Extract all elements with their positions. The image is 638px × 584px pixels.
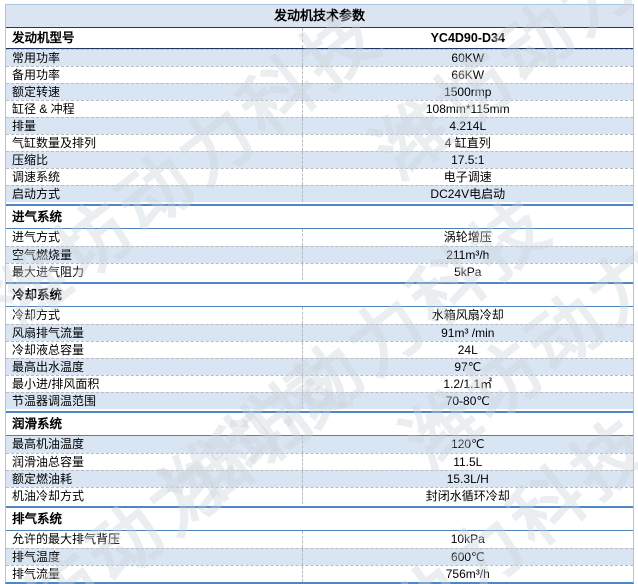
- spec-row: 冷却液总容量 24L: [6, 341, 633, 358]
- spec-value-cell: 5kPa: [454, 265, 482, 279]
- spec-label-cell: 风扇排气流量: [6, 325, 303, 341]
- spec-row: 冷却方式 水箱风扇冷却: [6, 307, 633, 324]
- spec-value-cell: 70-80℃: [445, 394, 490, 408]
- section-header: 进气系统: [6, 206, 633, 229]
- spec-label-cell: 允许的最大排气背压: [6, 531, 303, 548]
- spec-value-cell: 1.2/1.1㎡: [443, 377, 493, 391]
- spec-value-cell: 600℃: [451, 550, 485, 564]
- spec-row: 额定燃油耗 15.3L/H: [6, 470, 633, 487]
- spec-label-cell: 冷却液总容量: [6, 342, 303, 358]
- spec-value-cell: 涡轮增压: [443, 230, 492, 244]
- section-separator: [6, 204, 633, 206]
- spec-label-cell: 气缸数量及排列: [6, 135, 303, 151]
- spec-label-cell: 调速系统: [6, 169, 303, 185]
- spec-value-cell: 24L: [457, 343, 478, 357]
- spec-row: 调速系统 电子调速: [6, 168, 633, 185]
- model-label-cell: 发动机型号: [6, 28, 303, 48]
- spec-row: 允许的最大排气背压 10kPa: [6, 531, 633, 548]
- spec-label-cell: 启动方式: [6, 186, 303, 202]
- table-title: 发动机技术参数: [6, 5, 633, 28]
- spec-label-cell: 备用功率: [6, 67, 303, 83]
- spec-row: 最大进气阻力 5kPa: [6, 263, 633, 280]
- spec-row: 最高机油温度 120℃: [6, 436, 633, 453]
- spec-row: 排气温度 600℃: [6, 548, 633, 565]
- spec-label-cell: 排量: [6, 118, 303, 134]
- section-separator: [6, 282, 633, 284]
- engine-spec-table: 发动机技术参数 发动机型号 YC4D90-D34 常用功率 60KW 备用功率 66K…: [5, 4, 634, 584]
- spec-label-cell: 排气流量: [6, 566, 303, 582]
- spec-label-cell: 最高机油温度: [6, 436, 303, 453]
- spec-value-cell: 756m³/h: [445, 567, 490, 581]
- spec-label-cell: 常用功率: [6, 50, 303, 66]
- spec-value-cell: DC24V电启动: [430, 187, 506, 201]
- spec-label-cell: 最小进/排风面积: [6, 376, 303, 392]
- spec-value-cell: 封闭水循环冷却: [425, 489, 510, 503]
- spec-row: 常用功率 60KW: [6, 49, 633, 66]
- spec-row: 风扇排气流量 91m³ /min: [6, 324, 633, 341]
- model-row: 发动机型号 YC4D90-D34: [6, 28, 633, 49]
- spec-label-cell: 机油冷却方式: [6, 488, 303, 504]
- section-header: 排气系统: [6, 508, 633, 531]
- rows-container: 常用功率 60KW 备用功率 66KW 额定转速 1500rmp 缸径 & 冲程 108mm*…: [6, 49, 633, 582]
- spec-value-cell: 15.3L/H: [446, 472, 489, 486]
- spec-value-cell: 11.5L: [453, 455, 483, 469]
- spec-value-cell: 60KW: [451, 51, 485, 65]
- section-separator: [6, 411, 633, 413]
- spec-row: 备用功率 66KW: [6, 66, 633, 83]
- spec-row: 机油冷却方式 封闭水循环冷却: [6, 487, 633, 504]
- spec-value-cell: 108mm*115mm: [425, 102, 510, 116]
- spec-value-cell: 66KW: [451, 68, 485, 82]
- spec-label-cell: 空气燃烧量: [6, 247, 303, 263]
- spec-row: 排量 4.214L: [6, 117, 633, 134]
- spec-label-cell: 额定燃油耗: [6, 471, 303, 487]
- spec-value-cell: 97℃: [454, 360, 482, 374]
- spec-row: 缸径 & 冲程 108mm*115mm: [6, 100, 633, 117]
- spec-value-cell: 1500rmp: [444, 85, 492, 99]
- section-separator: [6, 506, 633, 508]
- spec-label-cell: 润滑油总容量: [6, 454, 303, 470]
- spec-value-cell: 91m³ /min: [441, 326, 495, 340]
- spec-value-cell: 4.214L: [449, 119, 487, 133]
- spec-label-cell: 进气方式: [6, 229, 303, 246]
- spec-row: 最高出水温度 97℃: [6, 358, 633, 375]
- spec-row: 节温器调温范围 70-80℃: [6, 392, 633, 409]
- spec-row: 气缸数量及排列 4 缸直列: [6, 134, 633, 151]
- spec-row: 启动方式 DC24V电启动: [6, 185, 633, 202]
- spec-row: 压缩比 17.5:1: [6, 151, 633, 168]
- spec-value-cell: 水箱风扇冷却: [431, 308, 504, 322]
- spec-row: 进气方式 涡轮增压: [6, 229, 633, 246]
- spec-value-cell: 电子调速: [443, 170, 492, 184]
- spec-value-cell: 211m³/h: [446, 248, 490, 262]
- spec-label-cell: 缸径 & 冲程: [6, 101, 303, 117]
- spec-row: 排气流量 756m³/h: [6, 565, 633, 582]
- spec-row: 最小进/排风面积 1.2/1.1㎡: [6, 375, 633, 392]
- spec-value-cell: 120℃: [451, 437, 485, 451]
- spec-value-cell: 17.5:1: [451, 153, 485, 167]
- section-header: 润滑系统: [6, 413, 633, 436]
- spec-row: 空气燃烧量 211m³/h: [6, 246, 633, 263]
- spec-row: 润滑油总容量 11.5L: [6, 453, 633, 470]
- spec-label-cell: 最大进气阻力: [6, 264, 303, 280]
- spec-label-cell: 最高出水温度: [6, 359, 303, 375]
- spec-label-cell: 节温器调温范围: [6, 393, 303, 409]
- section-header: 冷却系统: [6, 284, 633, 307]
- spec-label-cell: 冷却方式: [6, 307, 303, 324]
- spec-label-cell: 压缩比: [6, 152, 303, 168]
- spec-label-cell: 排气温度: [6, 549, 303, 565]
- spec-value-cell: 10kPa: [450, 532, 485, 546]
- spec-row: 额定转速 1500rmp: [6, 83, 633, 100]
- model-value-cell: YC4D90-D34: [430, 31, 505, 45]
- spec-label-cell: 额定转速: [6, 84, 303, 100]
- spec-value-cell: 4 缸直列: [444, 136, 491, 150]
